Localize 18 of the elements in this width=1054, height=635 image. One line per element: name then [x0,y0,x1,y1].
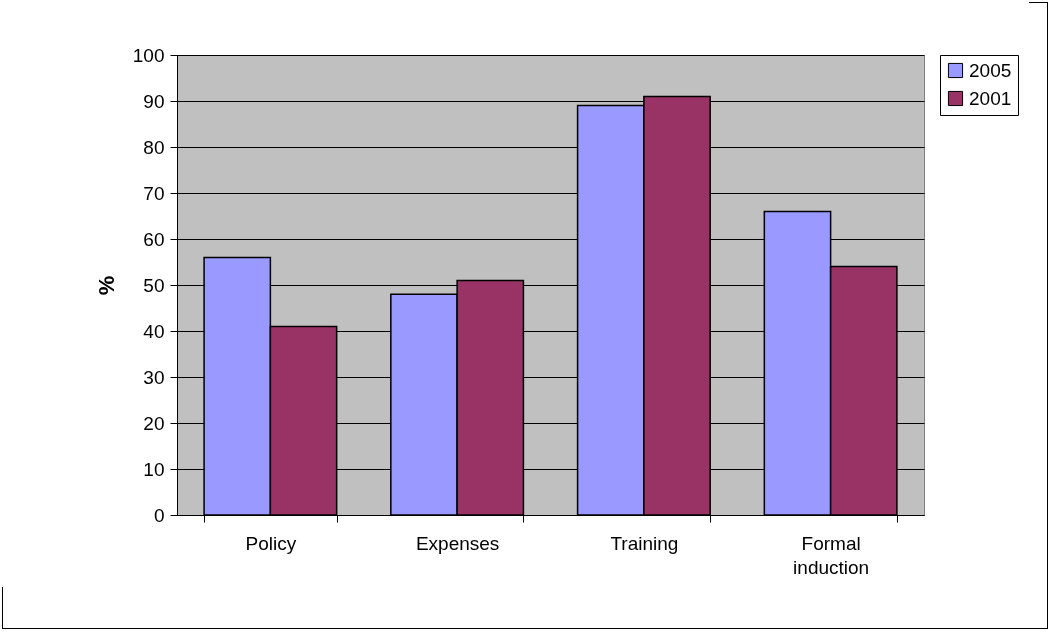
y-tick-label: 100 [132,44,165,66]
y-tick-label: 90 [143,90,165,112]
legend-label: 2005 [969,59,1012,81]
x-tick-label: Policy [245,532,297,554]
x-tick-label: Formal induction [793,532,870,578]
legend-label: 2001 [969,87,1012,109]
y-tick-label: 70 [143,182,165,204]
y-axis-title: % [93,275,119,296]
y-tick-label: 60 [143,228,165,250]
x-tick-label: Expenses [415,532,500,554]
y-tick-label: 50 [143,274,165,296]
y-tick-label: 0 [153,504,165,526]
y-tick-label: 80 [143,136,165,158]
x-tick-label: Training [610,532,679,554]
y-tick-label: 10 [143,458,165,480]
y-tick-label: 20 [143,412,165,434]
y-tick-label: 40 [143,320,165,342]
y-tick-label: 30 [143,366,165,388]
